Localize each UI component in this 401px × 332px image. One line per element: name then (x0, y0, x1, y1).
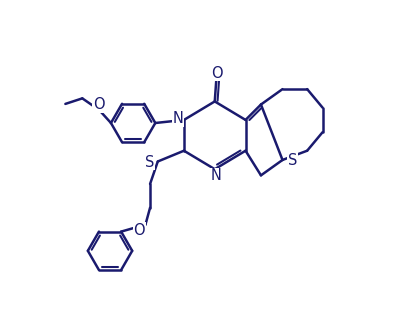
Text: S: S (146, 155, 155, 170)
Text: O: O (93, 97, 104, 112)
Text: S: S (288, 153, 297, 168)
Text: N: N (172, 112, 183, 126)
Text: O: O (211, 66, 223, 81)
Text: N: N (210, 168, 221, 184)
Text: O: O (134, 223, 145, 238)
